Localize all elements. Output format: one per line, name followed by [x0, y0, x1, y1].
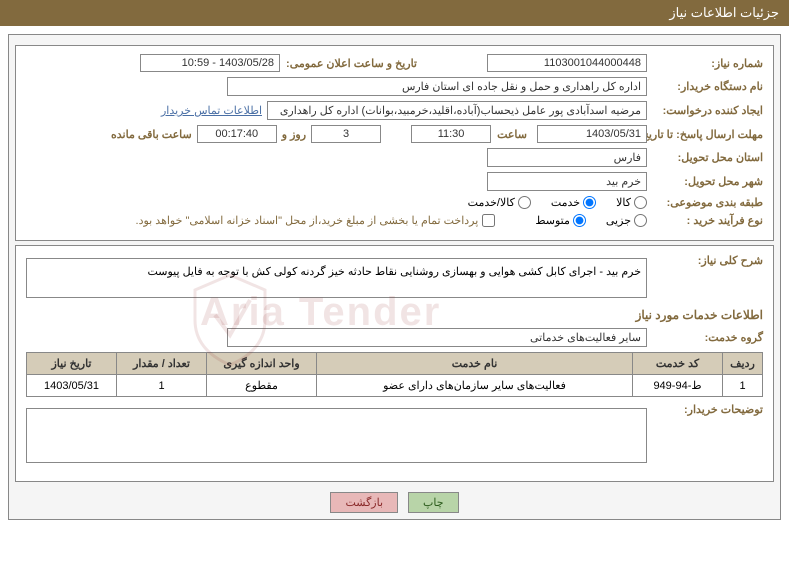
table-row: 1 ط-94-949 فعالیت‌های سایر سازمان‌های دا…: [27, 375, 763, 397]
category-goods-radio[interactable]: کالا: [616, 196, 647, 209]
cell-service-name: فعالیت‌های سایر سازمان‌های دارای عضو: [317, 375, 633, 397]
delivery-city-label: شهر محل تحویل:: [653, 175, 763, 188]
contact-link[interactable]: اطلاعات تماس خریدار: [161, 104, 262, 117]
th-service-code: کد خدمت: [633, 353, 723, 375]
overall-desc-text: خرم بید - اجرای کابل کشی هوایی و بهسازی …: [147, 266, 641, 278]
form-section: شماره نیاز: 1103001044000448 تاریخ و ساع…: [15, 45, 774, 241]
radio-goods-service-input[interactable]: [518, 196, 531, 209]
back-button[interactable]: بازگشت: [330, 492, 398, 513]
th-date: تاریخ نیاز: [27, 353, 117, 375]
category-service-label: خدمت: [551, 196, 580, 209]
th-service-name: نام خدمت: [317, 353, 633, 375]
buyer-org-field: اداره کل راهداری و حمل و نقل جاده ای است…: [227, 77, 647, 96]
radio-medium-input[interactable]: [573, 214, 586, 227]
radio-goods-input[interactable]: [634, 196, 647, 209]
process-medium-radio[interactable]: متوسط: [535, 214, 586, 227]
delivery-province-label: استان محل تحویل:: [653, 151, 763, 164]
cell-row: 1: [723, 375, 763, 397]
services-table: ردیف کد خدمت نام خدمت واحد اندازه گیری ت…: [26, 352, 763, 397]
service-group-field: سایر فعالیت‌های خدماتی: [227, 328, 647, 347]
category-label: طبقه بندی موضوعی:: [653, 196, 763, 209]
button-row: چاپ بازگشت: [15, 492, 774, 513]
category-goods-label: کالا: [616, 196, 631, 209]
requester-field: مرضیه اسدآبادی پور عامل ذیحساب(آباده،اقل…: [267, 101, 647, 120]
cell-service-code: ط-94-949: [633, 375, 723, 397]
days-label: روز و: [282, 128, 306, 141]
buyer-explain-label: توضیحات خریدار:: [653, 403, 763, 416]
deadline-time-field: 11:30: [411, 125, 491, 143]
category-goods-service-label: کالا/خدمت: [468, 196, 515, 209]
category-radio-group: کالا خدمت کالا/خدمت: [468, 196, 647, 209]
category-service-radio[interactable]: خدمت: [551, 196, 596, 209]
cell-qty: 1: [117, 375, 207, 397]
remaining-label: ساعت باقی مانده: [111, 128, 192, 141]
deadline-label: مهلت ارسال پاسخ: تا تاریخ:: [653, 128, 763, 141]
overall-desc-box: خرم بید - اجرای کابل کشی هوایی و بهسازی …: [26, 258, 647, 298]
th-row: ردیف: [723, 353, 763, 375]
days-field: 3: [311, 125, 381, 143]
announce-date-label: تاریخ و ساعت اعلان عمومی:: [286, 57, 417, 70]
delivery-city-field: خرم بید: [487, 172, 647, 191]
payment-checkbox-input[interactable]: [482, 214, 495, 227]
deadline-date-field: 1403/05/31: [537, 125, 647, 143]
process-partial-radio[interactable]: جزیی: [606, 214, 647, 227]
process-medium-label: متوسط: [535, 214, 570, 227]
page-header: جزئیات اطلاعات نیاز: [0, 0, 789, 26]
buyer-explain-box: [26, 408, 647, 463]
countdown-field: 00:17:40: [197, 125, 277, 143]
outer-form-container: شماره نیاز: 1103001044000448 تاریخ و ساع…: [8, 34, 781, 520]
th-qty: تعداد / مقدار: [117, 353, 207, 375]
process-partial-label: جزیی: [606, 214, 631, 227]
requester-label: ایجاد کننده درخواست:: [653, 104, 763, 117]
buyer-org-label: نام دستگاه خریدار:: [653, 80, 763, 93]
time-label: ساعت: [497, 128, 527, 141]
cell-date: 1403/05/31: [27, 375, 117, 397]
radio-service-input[interactable]: [583, 196, 596, 209]
process-type-label: نوع فرآیند خرید :: [653, 214, 763, 227]
need-number-label: شماره نیاز:: [653, 57, 763, 70]
page-title: جزئیات اطلاعات نیاز: [669, 5, 779, 20]
table-header-row: ردیف کد خدمت نام خدمت واحد اندازه گیری ت…: [27, 353, 763, 375]
announce-date-field: 1403/05/28 - 10:59: [140, 54, 280, 72]
print-button[interactable]: چاپ: [408, 492, 459, 513]
payment-note-label: پرداخت تمام یا بخشی از مبلغ خرید،از محل …: [136, 214, 479, 227]
radio-partial-input[interactable]: [634, 214, 647, 227]
services-section-title: اطلاعات خدمات مورد نیاز: [26, 308, 763, 322]
process-radio-group: جزیی متوسط: [535, 214, 647, 227]
overall-desc-label: شرح کلی نیاز:: [653, 254, 763, 267]
payment-checkbox[interactable]: پرداخت تمام یا بخشی از مبلغ خرید،از محل …: [136, 214, 496, 227]
need-number-field: 1103001044000448: [487, 54, 647, 72]
category-goods-service-radio[interactable]: کالا/خدمت: [468, 196, 531, 209]
service-group-label: گروه خدمت:: [653, 331, 763, 344]
cell-unit: مقطوع: [207, 375, 317, 397]
delivery-province-field: فارس: [487, 148, 647, 167]
description-section: شرح کلی نیاز: خرم بید - اجرای کابل کشی ه…: [15, 245, 774, 482]
th-unit: واحد اندازه گیری: [207, 353, 317, 375]
